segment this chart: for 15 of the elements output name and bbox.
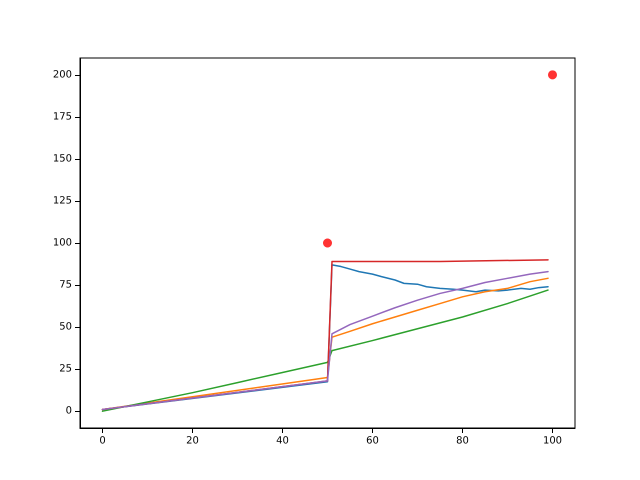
y-tick-label: 50 bbox=[59, 322, 72, 333]
y-tick-label: 125 bbox=[52, 195, 72, 206]
y-tick-label: 200 bbox=[52, 69, 72, 80]
x-tick-label: 80 bbox=[456, 436, 469, 446]
y-tick-label: 150 bbox=[52, 153, 72, 164]
x-tick-label: 40 bbox=[276, 436, 289, 446]
x-tick-label: 60 bbox=[366, 436, 379, 446]
y-tick-label: 0 bbox=[66, 406, 72, 417]
x-tick-label: 0 bbox=[99, 436, 106, 446]
y-tick-label: 25 bbox=[59, 364, 72, 375]
x-tick-label: 20 bbox=[186, 436, 199, 446]
y-tick-label: 175 bbox=[52, 111, 72, 122]
y-tick-label: 75 bbox=[59, 280, 72, 291]
y-tick-label: 100 bbox=[52, 238, 72, 248]
x-tick-label: 100 bbox=[542, 436, 562, 446]
